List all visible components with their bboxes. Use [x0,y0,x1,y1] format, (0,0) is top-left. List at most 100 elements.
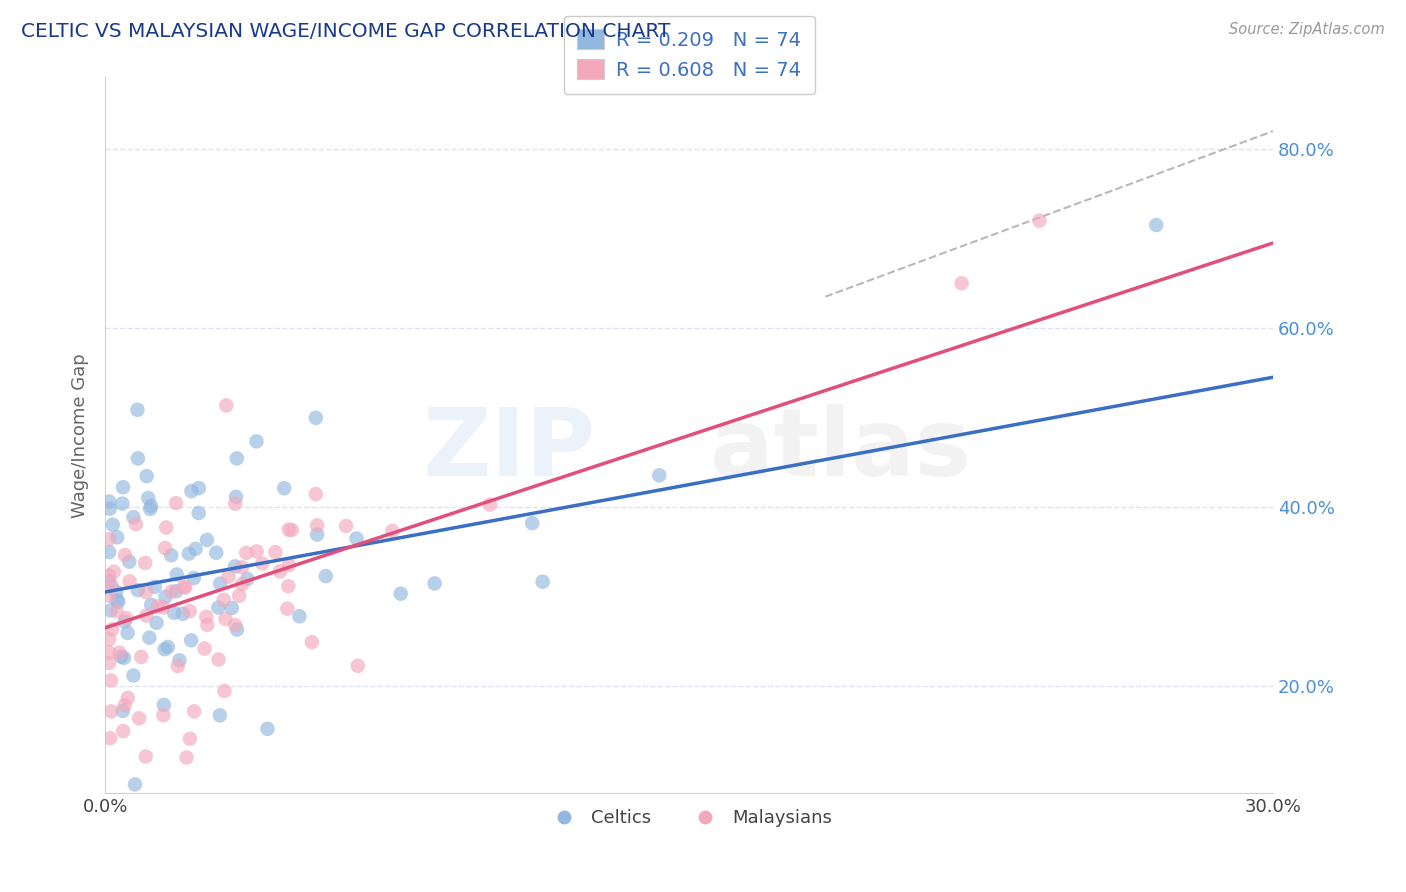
Text: ZIP: ZIP [423,404,596,496]
Point [108,646,131,660]
Point [221,601,243,615]
Point [146,599,169,614]
Point [98,731,121,746]
Point [208,708,231,723]
Point [141,598,163,612]
Point [187,481,209,495]
Point [139,502,162,516]
Point [195,609,218,624]
Point [207,652,229,666]
Text: atlas: atlas [710,404,972,496]
Point [269,565,291,579]
Point [105,585,128,599]
Point [231,560,253,574]
Point [177,547,200,561]
Point [195,618,218,632]
Point [180,484,202,499]
Point [127,402,149,417]
Point [160,584,183,599]
Point [155,590,177,604]
Point [101,579,124,593]
Point [214,612,236,626]
Point [114,548,136,562]
Point [105,604,128,618]
Point [112,724,135,739]
Point [105,530,128,544]
Point [156,640,179,654]
Point [98,656,121,670]
Point [153,541,176,555]
Point [122,510,145,524]
Point [236,572,259,586]
Point [276,601,298,615]
Point [228,589,250,603]
Point [179,731,201,746]
Point [127,451,149,466]
Point [277,579,299,593]
Point [125,517,148,532]
Text: CELTIC VS MALAYSIAN WAGE/INCOME GAP CORRELATION CHART: CELTIC VS MALAYSIAN WAGE/INCOME GAP CORR… [21,22,671,41]
Point [423,576,446,591]
Point [110,649,132,664]
Point [135,749,157,764]
Point [207,600,229,615]
Point [179,604,201,618]
Point [155,520,177,534]
Point [117,690,139,705]
Point [138,631,160,645]
Point [98,501,121,516]
Point [183,571,205,585]
Point [479,498,502,512]
Point [169,653,191,667]
Point [648,468,671,483]
Point [129,649,152,664]
Point [277,523,299,537]
Y-axis label: Wage/Income Gap: Wage/Income Gap [72,353,89,517]
Point [307,518,329,533]
Point [183,705,205,719]
Point [245,434,267,449]
Point [98,532,121,546]
Point [135,469,157,483]
Point [122,668,145,682]
Point [98,632,121,646]
Point [522,516,544,530]
Point [139,499,162,513]
Point [100,705,122,719]
Point [115,611,138,625]
Point [98,568,121,582]
Point [112,650,135,665]
Point [264,545,287,559]
Point [225,490,247,504]
Point [176,750,198,764]
Point [118,555,141,569]
Point [114,698,136,713]
Point [165,584,187,599]
Point [195,533,218,547]
Point [101,623,124,637]
Point [305,410,328,425]
Point [124,777,146,791]
Point [209,576,232,591]
Point [180,633,202,648]
Point [136,491,159,505]
Point [1028,213,1050,227]
Point [153,698,176,712]
Point [98,574,121,589]
Point [346,658,368,673]
Point [100,673,122,688]
Point [98,589,121,603]
Point [225,451,247,466]
Point [127,583,149,598]
Point [118,574,141,589]
Point [160,549,183,563]
Point [231,577,253,591]
Point [105,593,128,607]
Point [205,546,228,560]
Point [187,506,209,520]
Point [381,524,404,538]
Point [152,600,174,615]
Point [273,481,295,495]
Point [214,684,236,698]
Point [98,545,121,559]
